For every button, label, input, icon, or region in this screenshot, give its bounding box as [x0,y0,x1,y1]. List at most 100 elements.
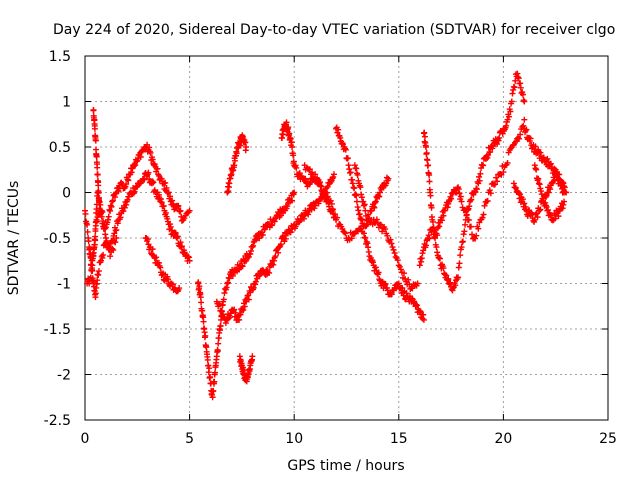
data-point [487,190,494,197]
data-point [537,206,544,213]
data-point [96,207,103,214]
data-point [91,125,98,132]
data-point [327,197,334,204]
data-point [504,159,511,166]
data-point [496,134,503,141]
data-point [296,170,303,177]
data-point [92,137,99,144]
data-point [517,131,524,138]
data-point [100,218,107,225]
data-point [517,191,524,198]
data-point [379,228,386,235]
x-tick-label: 20 [494,431,512,447]
data-point [92,225,99,232]
data-point [287,229,294,236]
data-point [505,113,512,120]
data-point [84,221,91,228]
data-point [95,182,102,189]
data-point [87,253,94,260]
data-point [389,244,396,251]
data-point [427,192,434,199]
data-point [335,126,342,133]
data-point [89,267,96,274]
data-point [421,133,428,140]
data-point [455,274,462,281]
data-point [544,155,551,162]
x-axis-label: GPS time / hours [287,458,404,474]
data-point [149,246,156,253]
data-point [492,181,499,188]
data-point [420,311,427,318]
data-point [563,189,570,196]
data-point [282,235,289,242]
data-point [469,231,476,238]
data-point [100,251,107,258]
data-point [519,91,526,98]
data-point [457,252,464,259]
data-point [521,98,528,105]
data-point [285,124,292,131]
data-point [94,171,101,178]
data-point [347,169,354,176]
data-point [209,394,216,401]
data-point [84,228,91,235]
data-point [316,179,323,186]
data-point [329,206,336,213]
data-point [500,169,507,176]
data-point [198,299,205,306]
x-tick-label: 5 [185,431,194,447]
data-point [331,211,338,218]
data-point [483,198,490,205]
y-tick-label: -2.5 [44,413,71,429]
data-point [92,290,99,297]
data-point [228,171,235,178]
data-point [459,238,466,245]
y-tick-label: -1 [57,277,71,293]
data-point [245,296,252,303]
data-point [95,268,102,275]
data-point [519,196,526,203]
data-point [382,226,389,233]
data-point [481,202,488,209]
x-tick-label: 10 [285,431,303,447]
data-point [178,243,185,250]
data-point [476,177,483,184]
data-point [516,135,523,142]
data-point [394,257,401,264]
data-point [439,217,446,224]
data-point [280,131,287,138]
data-point [236,316,243,323]
data-point [277,241,284,248]
data-point [95,189,102,196]
data-point [434,232,441,239]
data-point [458,198,465,205]
data-point [561,198,568,205]
data-point [423,149,430,156]
data-point [462,221,469,228]
data-point [497,170,504,177]
data-point [96,199,103,206]
data-point [422,242,429,249]
data-point [293,164,300,171]
data-point [534,214,541,221]
y-tick-label: 0 [62,186,71,202]
data-point [162,179,169,186]
data-point [429,218,436,225]
data-point [110,247,117,254]
data-point [523,126,530,133]
data-point [401,270,408,277]
data-point [555,213,562,220]
data-point [334,214,341,221]
data-point [504,116,511,123]
data-point [169,281,176,288]
data-point [479,214,486,221]
data-point [494,178,501,185]
data-point [414,280,421,287]
data-point [195,279,202,286]
y-tick-label: -0.5 [44,231,71,247]
data-point [348,235,355,242]
data-point [147,149,154,156]
data-point [477,170,484,177]
data-point [391,250,398,257]
